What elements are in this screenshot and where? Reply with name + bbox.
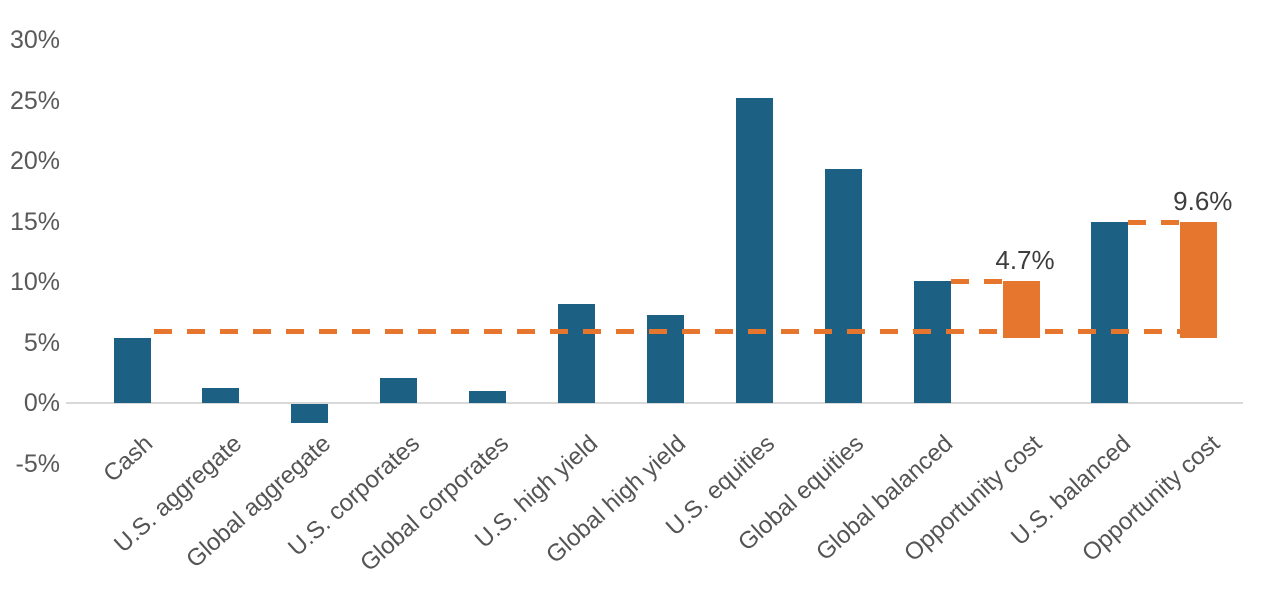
dashed-connector-line xyxy=(950,278,1005,284)
y-axis-tick-label: 20% xyxy=(9,147,60,175)
y-axis-tick-label: 15% xyxy=(9,207,60,236)
bar-cash xyxy=(113,337,151,403)
bar-global-high-yield xyxy=(646,314,684,403)
y-axis-tick-label: 0% xyxy=(23,389,60,417)
floating-bar-opportunity-cost xyxy=(1002,280,1040,338)
bar-global-equities xyxy=(824,169,862,403)
cash-reference-dashed-line xyxy=(153,329,1181,335)
bar-global-aggregate xyxy=(291,404,329,424)
y-axis-tick-label: -5% xyxy=(15,449,60,478)
bar-u-s-high-yield xyxy=(558,303,595,403)
y-axis-tick-label: 30% xyxy=(9,26,60,54)
y-axis-tick-label: 5% xyxy=(23,328,60,357)
dashed-connector-line xyxy=(1128,219,1183,225)
bar-u-s-balanced xyxy=(1091,221,1129,403)
bar-u-s-corporates xyxy=(380,377,418,403)
bar-u-s-aggregate xyxy=(202,388,240,403)
bar-global-corporates xyxy=(469,390,507,403)
data-label: 9.6% xyxy=(1173,185,1233,216)
x-axis-line xyxy=(66,402,1243,404)
y-axis-tick-label: 10% xyxy=(9,268,60,296)
bar-global-balanced xyxy=(913,280,951,403)
bar-u-s-equities xyxy=(735,98,773,403)
data-label: 4.7% xyxy=(995,244,1055,275)
y-axis-tick-label: 25% xyxy=(9,86,60,115)
floating-bar-opportunity-cost xyxy=(1180,221,1218,338)
